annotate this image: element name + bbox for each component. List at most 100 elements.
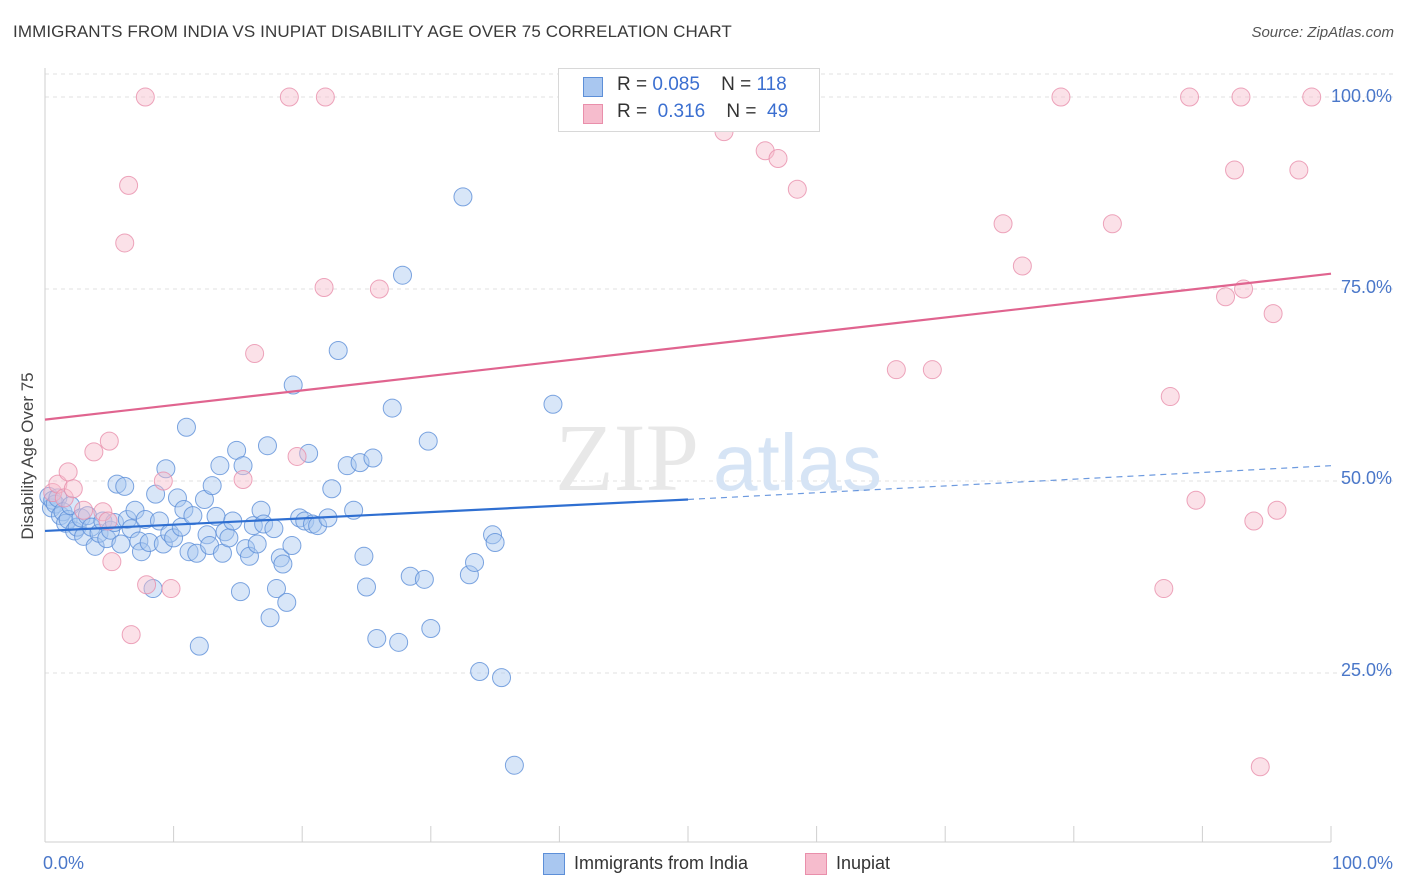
y-tick-label: 50.0% <box>1340 468 1392 488</box>
data-point <box>260 608 280 628</box>
x-tick-label: 100.0% <box>1331 853 1393 873</box>
data-point <box>1051 87 1071 107</box>
data-point <box>121 625 141 645</box>
legend-label: Inupiat <box>836 853 891 873</box>
data-point <box>1250 757 1270 777</box>
data-point <box>119 175 139 195</box>
data-point <box>273 554 293 574</box>
data-point <box>1302 87 1322 107</box>
data-point <box>176 417 196 437</box>
data-point <box>543 394 563 414</box>
data-point <box>156 459 176 479</box>
r-label: R = <box>617 74 648 95</box>
pink-swatch <box>583 104 603 124</box>
trend-line-immigrants <box>44 498 689 533</box>
data-point <box>1263 304 1283 324</box>
data-point <box>492 668 512 688</box>
data-point <box>283 375 303 395</box>
data-point <box>465 552 485 572</box>
data-point <box>179 542 199 562</box>
data-point <box>354 546 374 566</box>
data-point <box>1244 511 1264 531</box>
data-point <box>504 755 524 775</box>
data-point <box>77 506 97 526</box>
data-point <box>282 536 302 556</box>
trend-lines <box>44 272 1332 533</box>
data-point <box>400 566 420 586</box>
data-point <box>993 214 1013 234</box>
data-point <box>367 628 387 648</box>
data-point <box>102 552 122 572</box>
y-tick-label: 100.0% <box>1330 86 1392 106</box>
r-label: R = <box>617 101 648 122</box>
stats-text: R = 0.085 N = 118 <box>617 74 787 96</box>
data-point <box>189 636 209 656</box>
n-label: N = <box>721 74 752 95</box>
legend-swatch-blue <box>543 853 565 875</box>
data-point <box>210 456 230 476</box>
data-point <box>337 456 357 476</box>
blue-swatch <box>583 77 603 97</box>
data-point <box>257 436 277 456</box>
data-point <box>357 577 376 597</box>
data-point <box>1012 256 1032 276</box>
data-point <box>135 509 155 529</box>
data-point <box>287 446 307 466</box>
legend-label: Immigrants from India <box>574 853 749 873</box>
data-point <box>81 517 101 537</box>
data-point <box>98 511 118 531</box>
trend-line-immigrants-extrapolated <box>687 465 1332 501</box>
data-point <box>1231 87 1251 107</box>
data-point <box>167 488 187 508</box>
chart-title: IMMIGRANTS FROM INDIA VS INUPIAT DISABIL… <box>13 22 732 41</box>
data-point <box>164 528 184 548</box>
data-point <box>137 575 157 595</box>
legend-swatch-pink <box>805 853 827 875</box>
data-point <box>299 443 319 463</box>
axis-layer <box>44 68 1332 843</box>
data-point <box>389 632 409 652</box>
y-tick-label: 25.0% <box>1340 660 1392 680</box>
data-point <box>295 511 315 531</box>
data-point <box>247 534 267 554</box>
watermark-atlas: atlas <box>713 418 882 507</box>
data-point <box>483 525 503 545</box>
data-point <box>266 579 286 599</box>
data-point <box>93 502 113 522</box>
data-point <box>393 265 413 285</box>
data-point <box>233 470 253 490</box>
data-point <box>1289 160 1309 180</box>
y-tick-label: 75.0% <box>1340 277 1392 297</box>
x-tick-label: 0.0% <box>43 853 85 873</box>
data-point <box>239 546 259 566</box>
data-point <box>922 360 942 380</box>
data-point <box>183 506 203 526</box>
data-point <box>233 456 253 476</box>
watermark-zip: ZIP <box>555 404 699 511</box>
n-label: N = <box>726 101 757 122</box>
trend-line-inupiat <box>44 272 1332 421</box>
data-point <box>230 582 250 602</box>
data-point <box>107 474 127 494</box>
data-point <box>1102 214 1122 234</box>
data-point <box>219 528 239 548</box>
data-point <box>418 431 438 451</box>
data-point <box>84 442 104 462</box>
data-point <box>369 279 389 299</box>
correlation-stats-box: R = 0.085 N = 118 R = 0.316 N = 49 <box>558 68 820 132</box>
data-point <box>135 87 155 107</box>
data-point <box>363 448 383 468</box>
data-point <box>139 532 159 552</box>
n-value: 49 <box>767 101 789 122</box>
data-point <box>161 579 181 599</box>
data-point <box>153 534 173 554</box>
data-point <box>115 233 135 253</box>
data-point <box>459 565 479 585</box>
data-point <box>315 87 335 107</box>
data-point <box>485 532 505 552</box>
data-point <box>328 340 348 360</box>
data-point <box>787 179 807 199</box>
grid-layer <box>45 73 1394 674</box>
data-point <box>245 344 265 364</box>
